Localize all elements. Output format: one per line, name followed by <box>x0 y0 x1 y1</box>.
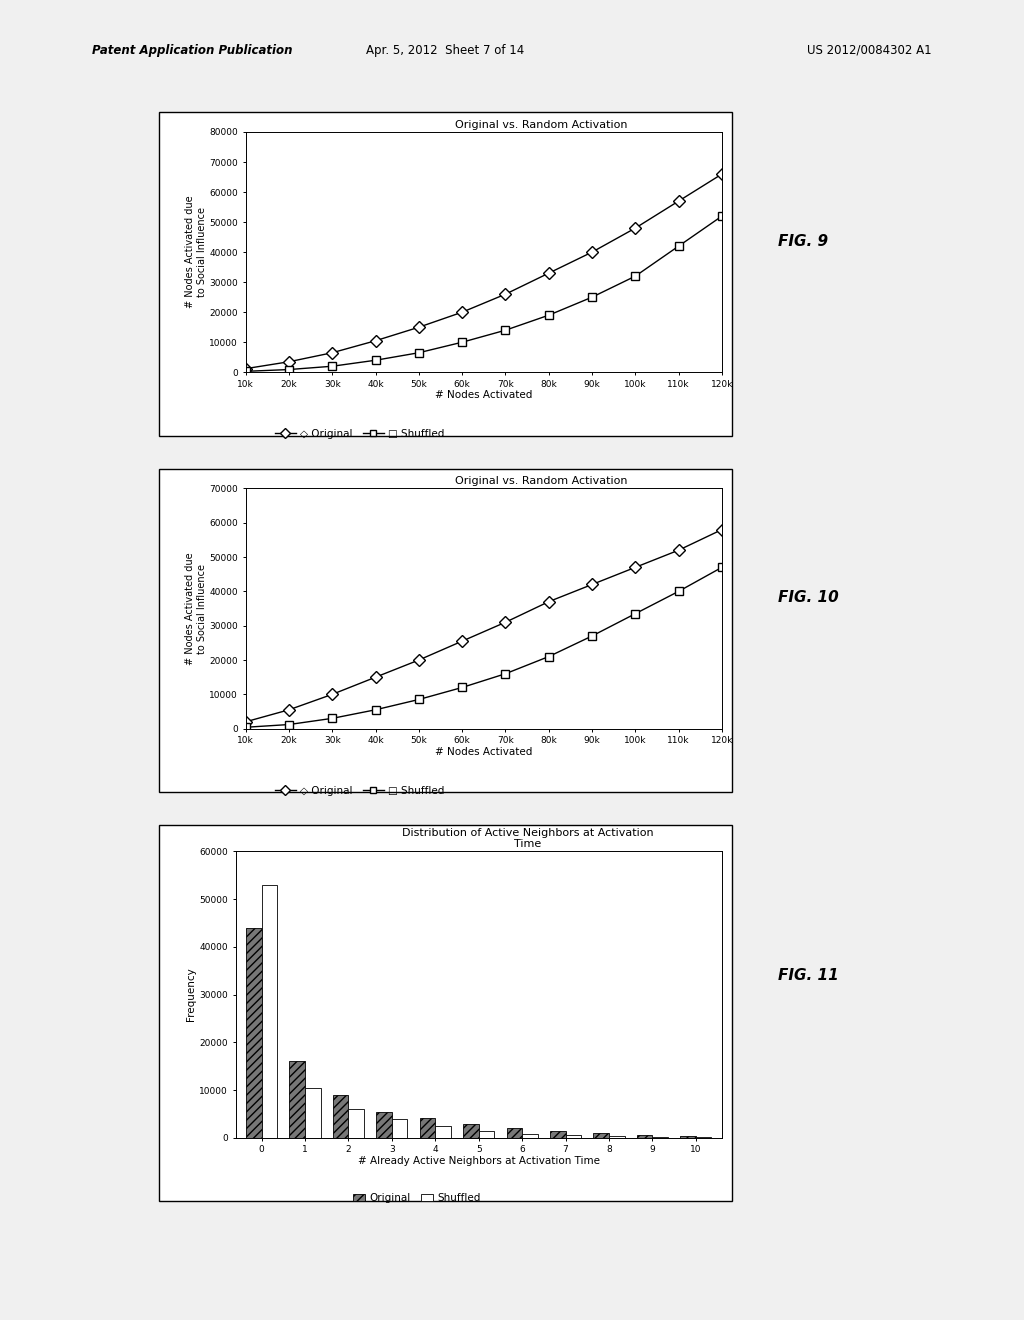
Bar <box>680 1137 696 1138</box>
Original <box>629 220 641 236</box>
Text: FIG. 9: FIG. 9 <box>778 234 828 249</box>
Shuffled <box>370 352 382 368</box>
Bar <box>420 1118 435 1138</box>
Line: Shuffled: Shuffled <box>242 564 726 731</box>
Text: FIG. 10: FIG. 10 <box>778 590 839 606</box>
Shuffled <box>629 606 641 622</box>
Bar <box>507 1129 522 1138</box>
Original <box>586 244 598 260</box>
Text: US 2012/0084302 A1: US 2012/0084302 A1 <box>807 44 932 57</box>
Bar <box>479 1131 495 1138</box>
Original <box>500 614 512 630</box>
X-axis label: # Nodes Activated: # Nodes Activated <box>435 391 532 400</box>
Bar <box>333 1094 348 1138</box>
Shuffled <box>283 362 295 378</box>
Shuffled <box>240 363 252 379</box>
Shuffled <box>283 717 295 733</box>
Title: Original vs. Random Activation: Original vs. Random Activation <box>455 120 628 129</box>
Original <box>327 345 339 360</box>
Shuffled <box>629 268 641 284</box>
Bar <box>376 1111 392 1138</box>
Shuffled <box>370 702 382 718</box>
Line: Original: Original <box>242 170 726 372</box>
Bar <box>435 1126 451 1138</box>
Original <box>240 714 252 730</box>
Original <box>370 669 382 685</box>
Shuffled <box>716 560 728 576</box>
Line: Shuffled: Shuffled <box>242 213 726 375</box>
Shuffled <box>673 238 685 253</box>
Original <box>370 333 382 348</box>
Title: Original vs. Random Activation: Original vs. Random Activation <box>455 477 628 486</box>
Shuffled <box>456 334 468 350</box>
Shuffled <box>413 345 425 360</box>
Bar <box>305 1088 321 1138</box>
Original <box>716 166 728 182</box>
Original <box>413 319 425 335</box>
Y-axis label: Frequency: Frequency <box>186 968 197 1022</box>
Original <box>673 543 685 558</box>
Original <box>500 286 512 302</box>
Shuffled <box>543 648 555 664</box>
Original <box>543 594 555 610</box>
Shuffled <box>500 322 512 338</box>
Shuffled <box>413 692 425 708</box>
Shuffled <box>240 719 252 735</box>
Bar <box>246 928 261 1138</box>
Original <box>456 304 468 319</box>
Bar <box>550 1131 565 1138</box>
Text: Patent Application Publication: Patent Application Publication <box>92 44 293 57</box>
Shuffled <box>586 289 598 305</box>
Shuffled <box>543 308 555 323</box>
Original <box>543 265 555 281</box>
Shuffled <box>500 665 512 681</box>
Bar <box>637 1135 652 1138</box>
Bar <box>565 1135 582 1138</box>
Shuffled <box>456 680 468 696</box>
Shuffled <box>586 628 598 644</box>
Title: Distribution of Active Neighbors at Activation
Time: Distribution of Active Neighbors at Acti… <box>401 828 653 849</box>
Original <box>716 521 728 537</box>
Original <box>327 686 339 702</box>
Bar <box>290 1061 305 1138</box>
Legend: ◇ Original, □ Shuffled: ◇ Original, □ Shuffled <box>270 781 449 800</box>
Shuffled <box>673 583 685 599</box>
Original <box>673 193 685 209</box>
Line: Original: Original <box>242 525 726 726</box>
X-axis label: # Already Active Neighbors at Activation Time: # Already Active Neighbors at Activation… <box>357 1156 600 1166</box>
Legend: Original, Shuffled: Original, Shuffled <box>348 1189 485 1208</box>
Bar <box>609 1137 625 1138</box>
Text: Apr. 5, 2012  Sheet 7 of 14: Apr. 5, 2012 Sheet 7 of 14 <box>367 44 524 57</box>
Bar <box>348 1109 365 1138</box>
Original <box>283 354 295 370</box>
Original <box>629 560 641 576</box>
Legend: ◇ Original, □ Shuffled: ◇ Original, □ Shuffled <box>270 425 449 444</box>
Original <box>456 634 468 649</box>
Shuffled <box>327 710 339 726</box>
Bar <box>593 1133 609 1138</box>
Bar <box>463 1125 479 1138</box>
Original <box>413 652 425 668</box>
Y-axis label: # Nodes Activated due
to Social Influence: # Nodes Activated due to Social Influenc… <box>185 552 207 665</box>
X-axis label: # Nodes Activated: # Nodes Activated <box>435 747 532 756</box>
Original <box>283 702 295 718</box>
Bar <box>522 1134 538 1138</box>
Shuffled <box>716 209 728 224</box>
Bar <box>261 884 278 1138</box>
Text: FIG. 11: FIG. 11 <box>778 968 839 983</box>
Original <box>586 577 598 593</box>
Bar <box>392 1119 408 1138</box>
Shuffled <box>327 358 339 374</box>
Original <box>240 360 252 376</box>
Y-axis label: # Nodes Activated due
to Social Influence: # Nodes Activated due to Social Influenc… <box>185 195 207 309</box>
